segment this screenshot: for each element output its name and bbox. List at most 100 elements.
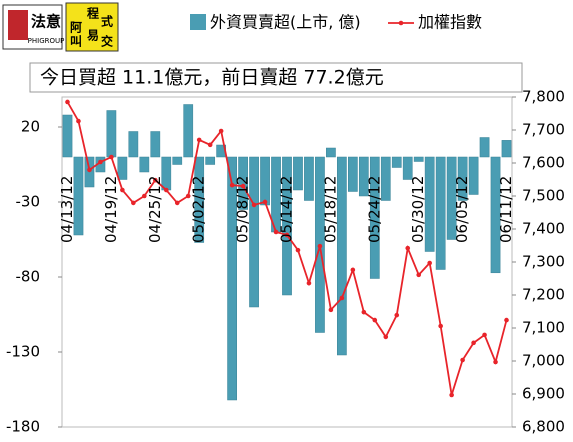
line-marker <box>504 317 509 323</box>
line-marker <box>229 182 235 188</box>
line-marker <box>471 340 476 346</box>
logo-frame <box>65 2 119 52</box>
y2-tick-label: 7,400 <box>522 220 565 238</box>
line-marker <box>142 193 147 199</box>
logo-subtext: PHIGROUP <box>28 37 65 45</box>
x-tick-label: 05/18/12 <box>321 176 339 243</box>
bar <box>337 156 347 356</box>
line-marker <box>482 332 487 338</box>
line-marker <box>262 199 268 205</box>
line-marker <box>493 359 498 365</box>
line-marker <box>218 128 224 134</box>
line-marker <box>339 295 345 301</box>
y2-tick-label: 7,700 <box>522 121 565 139</box>
bar <box>501 140 512 158</box>
line-marker <box>416 272 422 278</box>
line-marker <box>350 267 356 273</box>
x-tick-label: 04/13/12 <box>58 176 76 243</box>
bar <box>106 110 117 158</box>
bar <box>238 156 248 210</box>
bar <box>402 156 413 180</box>
line-marker <box>65 99 70 105</box>
logo-2: 阿 叫 程 式 易 交 <box>65 2 119 52</box>
bar <box>446 156 457 240</box>
bar <box>424 156 435 252</box>
bar <box>369 156 380 279</box>
legend-label: 外資買賣超(上市, 億) <box>210 13 361 32</box>
bar <box>358 156 369 197</box>
y-tick-label: -30 <box>16 193 41 211</box>
line-marker <box>196 137 202 143</box>
x-tick-label: 05/02/12 <box>190 176 208 243</box>
y-tick-label: -180 <box>6 418 40 436</box>
line-marker <box>152 177 158 183</box>
bar <box>391 156 402 168</box>
bar <box>304 156 314 201</box>
bar <box>227 156 237 401</box>
x-tick-label: 05/30/12 <box>409 176 427 243</box>
y2-tick-label: 6,800 <box>522 418 565 436</box>
line-marker <box>438 323 443 329</box>
bar <box>282 156 292 296</box>
line-marker <box>174 200 180 206</box>
y2-tick-label: 7,100 <box>522 319 565 337</box>
logo-char: 式 <box>101 14 113 29</box>
x-tick-label: 04/25/12 <box>146 176 164 243</box>
bar <box>490 156 501 274</box>
line-marker <box>120 187 125 193</box>
line-marker <box>449 392 454 398</box>
x-tick-label: 06/11/12 <box>497 176 515 243</box>
x-tick-label: 05/14/12 <box>278 176 296 243</box>
y2-tick-label: 7,800 <box>522 88 565 106</box>
line-marker <box>109 154 114 160</box>
line-marker <box>185 193 191 199</box>
line-marker <box>372 317 378 323</box>
line-marker <box>427 260 432 266</box>
bar <box>457 156 468 201</box>
bar <box>194 156 205 243</box>
y2-tick-label: 7,600 <box>522 154 565 172</box>
logo-text: 法意 <box>31 13 61 31</box>
logo-char: 交 <box>101 34 113 49</box>
logo-char: 程 <box>87 6 99 21</box>
line-marker <box>251 202 257 208</box>
bar <box>347 156 358 192</box>
bar <box>128 131 139 158</box>
line-marker <box>361 309 367 315</box>
line-marker <box>383 334 389 340</box>
line-marker <box>273 229 279 235</box>
logo-char: 叫 <box>70 34 82 49</box>
y2-tick-label: 7,000 <box>522 352 565 370</box>
logo-icon <box>8 10 28 40</box>
line-marker <box>295 247 301 253</box>
bar <box>205 156 216 165</box>
x-tick-label: 06/05/12 <box>453 176 471 243</box>
bar <box>380 156 391 201</box>
bar <box>468 156 479 195</box>
logo-1: 法意 PHIGROUP <box>2 4 65 50</box>
line-marker <box>306 280 312 286</box>
y2-tick-label: 7,500 <box>522 187 565 205</box>
bar <box>183 104 194 158</box>
logo-char: 易 <box>87 29 99 43</box>
bar <box>435 156 446 270</box>
line-marker <box>317 243 323 249</box>
x-tick-label: 05/24/12 <box>365 176 383 243</box>
bar <box>293 156 303 191</box>
y2-tick-label: 6,900 <box>522 385 565 403</box>
y-tick-label: -130 <box>6 343 40 361</box>
line-marker <box>131 200 136 206</box>
line-marker <box>460 357 465 363</box>
line-marker <box>284 232 290 238</box>
line-marker <box>240 183 246 189</box>
line-marker <box>76 118 81 124</box>
legend-label: 加權指數 <box>418 13 482 32</box>
bar <box>413 156 424 162</box>
bar <box>249 156 259 308</box>
line-marker <box>328 307 334 313</box>
y-tick-label: 20 <box>21 118 40 136</box>
legend-swatch <box>190 14 206 30</box>
bar <box>479 137 490 158</box>
line-marker <box>98 159 103 165</box>
